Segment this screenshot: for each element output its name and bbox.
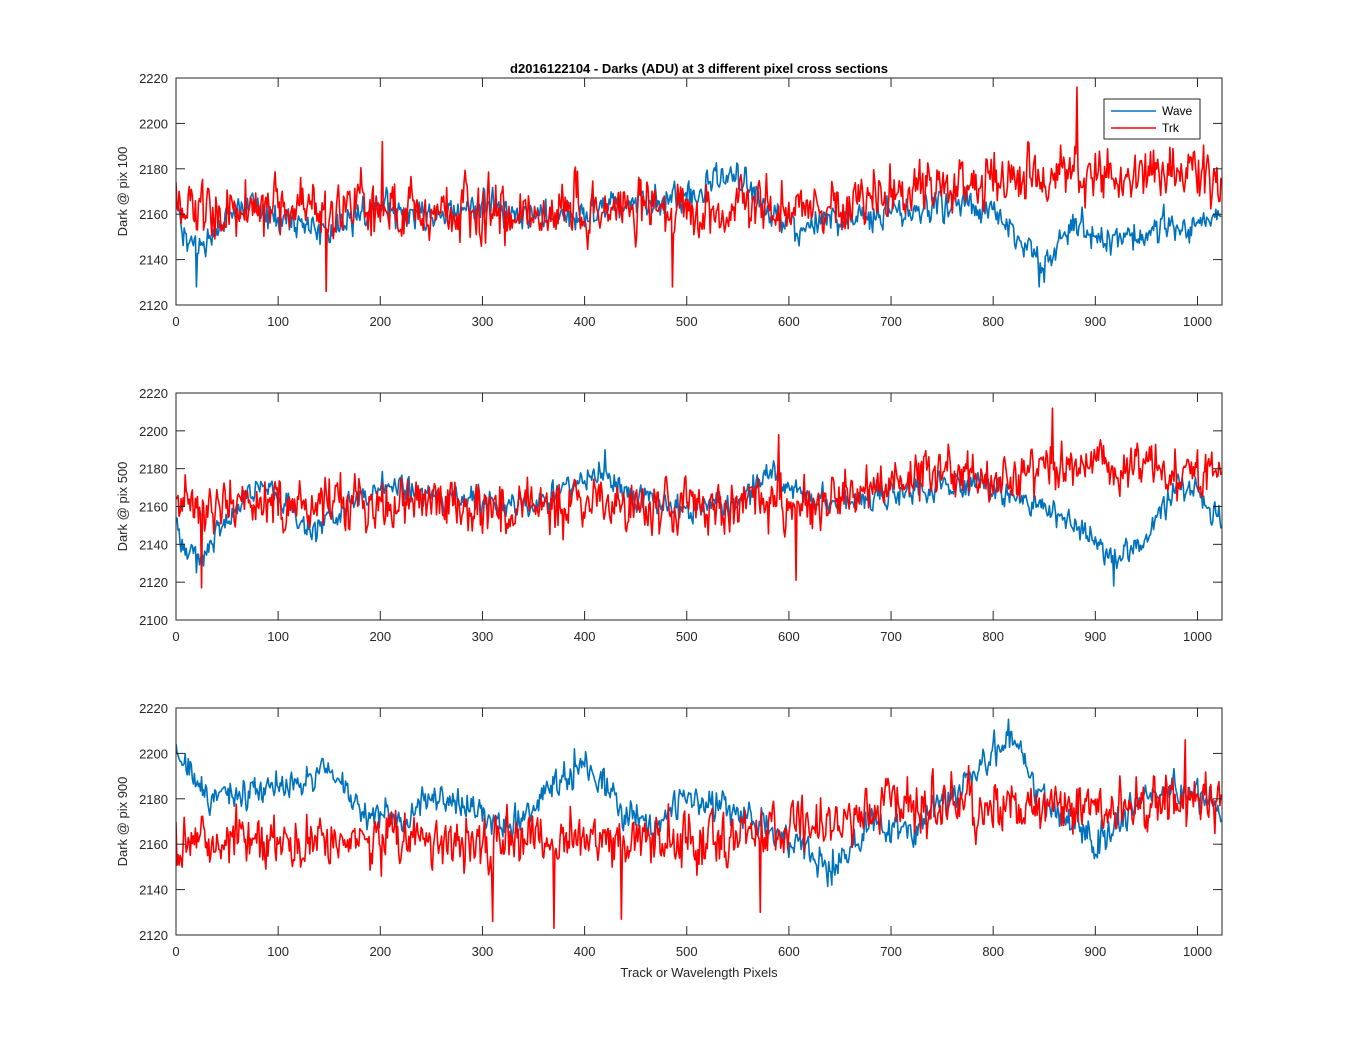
y-tick-label: 2180	[139, 462, 168, 477]
x-tick-label: 900	[1084, 314, 1106, 329]
series-line-wave	[176, 161, 1222, 288]
x-tick-label: 0	[172, 314, 179, 329]
x-tick-label: 200	[369, 944, 391, 959]
x-tick-label: 1000	[1183, 629, 1212, 644]
axes-2: 0 100 200 300 400 500 600 700 800 900 1000 2100 2120…	[115, 386, 1223, 644]
x-tick-label: 500	[676, 629, 698, 644]
x-tick-label: 100	[267, 944, 289, 959]
x-tick-label: 700	[880, 629, 902, 644]
x-tick-label: 300	[472, 944, 494, 959]
y-tick-label: 2200	[139, 424, 168, 439]
x-tick-label: 700	[880, 314, 902, 329]
x-tick-label: 0	[172, 629, 179, 644]
x-tick-label: 600	[778, 944, 800, 959]
series-line-trk	[176, 86, 1222, 293]
y-tick-label: 2220	[139, 71, 168, 86]
series-line-trk	[176, 738, 1222, 929]
figure-title: d2016122104 - Darks (ADU) at 3 different…	[510, 61, 888, 76]
y-axis-label: Dark @ pix 100	[115, 147, 130, 237]
y-axis-label: Dark @ pix 900	[115, 777, 130, 867]
axes-box	[175, 707, 1223, 936]
y-tick-label: 2140	[139, 883, 168, 898]
x-tick-label: 900	[1084, 629, 1106, 644]
y-tick-label: 2120	[139, 928, 168, 943]
y-tick-label: 2200	[139, 746, 168, 761]
x-tick-label: 800	[982, 944, 1004, 959]
x-tick-label: 400	[574, 944, 596, 959]
legend-box	[1103, 98, 1201, 140]
y-tick-label: 2160	[139, 207, 168, 222]
legend-label-wave: Wave	[1162, 104, 1193, 118]
x-tick-label: 400	[574, 629, 596, 644]
axes-container: 0 100 200 300 400 500 600 700 800 900 100021202140…	[115, 71, 1223, 959]
x-tick-label: 1000	[1183, 314, 1212, 329]
series-line-trk	[176, 407, 1222, 589]
axes-box	[175, 77, 1223, 306]
y-tick-label: 2120	[139, 575, 168, 590]
y-tick-label: 2100	[139, 613, 168, 628]
x-axis-label: Track or Wavelength Pixels	[620, 965, 778, 980]
x-tick-label: 0	[172, 944, 179, 959]
legend: Wave Trk	[1103, 98, 1201, 140]
x-tick-label: 200	[369, 629, 391, 644]
x-tick-label: 100	[267, 314, 289, 329]
x-tick-label: 900	[1084, 944, 1106, 959]
x-tick-label: 1000	[1183, 944, 1212, 959]
legend-label-trk: Trk	[1162, 121, 1180, 135]
axes-3: 0 100 200 300 400 500 600 700 800 900 1000 2120 2140…	[115, 701, 1223, 959]
y-tick-label: 2160	[139, 500, 168, 515]
plot-area	[176, 708, 1222, 935]
y-tick-label: 2140	[139, 253, 168, 268]
x-tick-label: 300	[472, 314, 494, 329]
x-tick-label: 300	[472, 629, 494, 644]
y-tick-label: 2120	[139, 298, 168, 313]
x-tick-label: 400	[574, 314, 596, 329]
x-tick-label: 800	[982, 629, 1004, 644]
axes-1: 0 100 200 300 400 500 600 700 800 900 1000 2120 2140…	[115, 71, 1223, 329]
y-tick-label: 2140	[139, 537, 168, 552]
x-tick-label: 100	[267, 629, 289, 644]
x-tick-label: 800	[982, 314, 1004, 329]
x-tick-label: 500	[676, 314, 698, 329]
x-tick-label: 500	[676, 944, 698, 959]
x-tick-label: 600	[778, 629, 800, 644]
x-tick-label: 700	[880, 944, 902, 959]
y-tick-label: 2200	[139, 116, 168, 131]
y-tick-label: 2160	[139, 837, 168, 852]
y-tick-label: 2180	[139, 792, 168, 807]
y-tick-label: 2220	[139, 701, 168, 716]
x-tick-label: 600	[778, 314, 800, 329]
y-axis-label: Dark @ pix 500	[115, 462, 130, 552]
y-tick-label: 2180	[139, 162, 168, 177]
y-tick-label: 2220	[139, 386, 168, 401]
x-tick-label: 200	[369, 314, 391, 329]
